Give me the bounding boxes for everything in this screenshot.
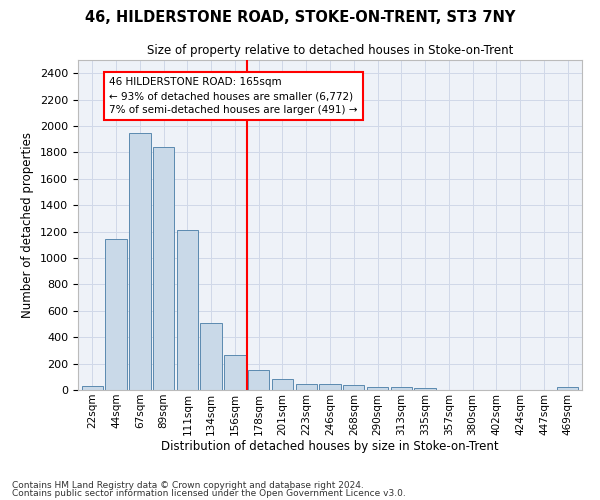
Bar [391,388,412,390]
Text: 46 HILDERSTONE ROAD: 165sqm
← 93% of detached houses are smaller (6,772)
7% of s: 46 HILDERSTONE ROAD: 165sqm ← 93% of det… [109,77,358,115]
Y-axis label: Number of detached properties: Number of detached properties [22,132,34,318]
X-axis label: Distribution of detached houses by size in Stoke-on-Trent: Distribution of detached houses by size … [161,440,499,454]
Bar [153,147,174,390]
Bar [557,388,578,390]
Bar [82,386,103,390]
Bar [129,132,151,390]
Bar [415,388,436,390]
Bar [367,388,388,390]
Bar [319,384,341,390]
Title: Size of property relative to detached houses in Stoke-on-Trent: Size of property relative to detached ho… [147,44,513,58]
Bar [106,239,127,390]
Bar [176,230,198,390]
Text: 46, HILDERSTONE ROAD, STOKE-ON-TRENT, ST3 7NY: 46, HILDERSTONE ROAD, STOKE-ON-TRENT, ST… [85,10,515,25]
Bar [200,322,222,390]
Bar [272,380,293,390]
Bar [296,384,317,390]
Bar [224,355,245,390]
Bar [343,384,364,390]
Text: Contains public sector information licensed under the Open Government Licence v3: Contains public sector information licen… [12,489,406,498]
Text: Contains HM Land Registry data © Crown copyright and database right 2024.: Contains HM Land Registry data © Crown c… [12,480,364,490]
Bar [248,370,269,390]
